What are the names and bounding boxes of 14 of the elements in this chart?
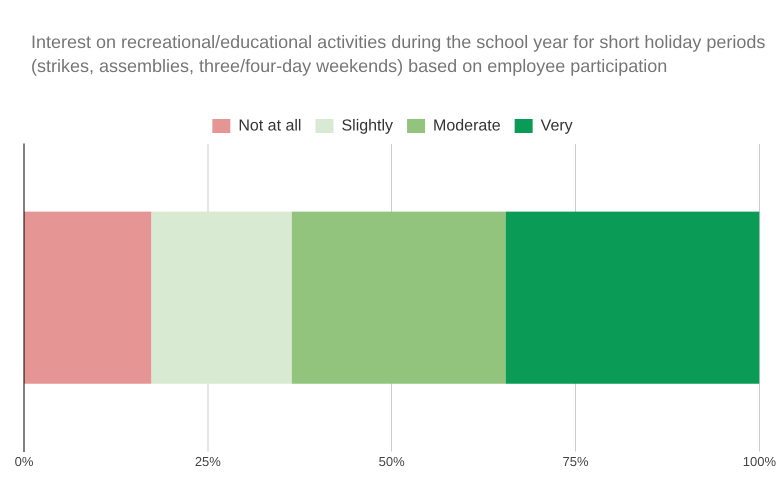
- x-tick-label: 0%: [14, 454, 34, 469]
- legend-label: Moderate: [433, 117, 501, 134]
- bar: [24, 212, 152, 384]
- legend-label: Very: [540, 117, 573, 134]
- chart-title: Interest on recreational/educational activities during the school year for short holiday periods (strikes, assemblies, three/four-day weekends) based on employee participation: [31, 31, 766, 78]
- x-tick-label: 50%: [378, 454, 406, 469]
- x-tick-label: 25%: [194, 454, 222, 469]
- legend-label: Slightly: [341, 117, 394, 134]
- bar: [292, 212, 506, 384]
- legend-label: Not at all: [238, 117, 302, 134]
- x-tick-label: 75%: [562, 454, 589, 469]
- bar: [151, 212, 292, 384]
- bar: [506, 212, 760, 384]
- x-tick-label: 100%: [742, 454, 776, 469]
